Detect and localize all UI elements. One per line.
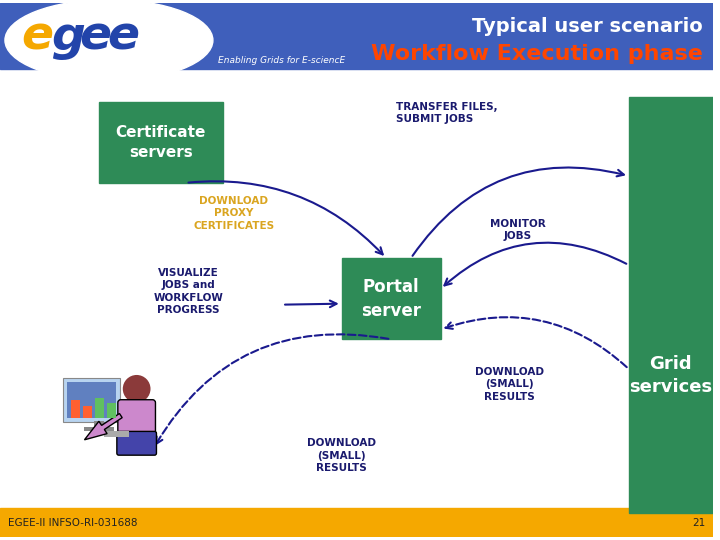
Bar (84, 406, 92, 417)
Text: DOWNLOAD
PROXY
CERTIFICATES: DOWNLOAD PROXY CERTIFICATES (193, 195, 274, 231)
Text: Typical user scenario: Typical user scenario (472, 17, 703, 36)
Bar (71, 400, 80, 417)
Bar (99, 102, 222, 183)
Ellipse shape (5, 0, 213, 81)
Text: 21: 21 (692, 517, 705, 528)
Text: e: e (107, 15, 139, 60)
Bar (104, 431, 129, 437)
Text: e: e (22, 15, 54, 60)
Text: e: e (79, 15, 111, 60)
Circle shape (123, 375, 150, 403)
Bar (0, 508, 713, 537)
Bar (94, 421, 104, 428)
Text: Enabling Grids for E-sciencE: Enabling Grids for E-sciencE (218, 56, 345, 65)
Text: Portal
server: Portal server (361, 278, 421, 320)
FancyBboxPatch shape (118, 400, 156, 440)
Text: Certificate
servers: Certificate servers (116, 125, 206, 160)
Bar (68, 382, 116, 417)
FancyBboxPatch shape (63, 378, 120, 422)
Bar (84, 428, 114, 431)
Text: Workflow Execution phase: Workflow Execution phase (372, 44, 703, 64)
Text: g: g (52, 15, 86, 60)
Text: EGEE-II INFSO-RI-031688: EGEE-II INFSO-RI-031688 (8, 517, 138, 528)
Text: Grid
services: Grid services (629, 355, 713, 396)
Bar (0, 3, 713, 69)
FancyArrow shape (84, 414, 122, 440)
Bar (341, 258, 441, 339)
Text: TRANSFER FILES,
SUBMIT JOBS: TRANSFER FILES, SUBMIT JOBS (396, 102, 498, 124)
Bar (629, 97, 713, 512)
FancyBboxPatch shape (117, 431, 156, 455)
Bar (107, 403, 116, 417)
Bar (95, 398, 104, 417)
Text: MONITOR
JOBS: MONITOR JOBS (490, 219, 546, 241)
Text: DOWNLOAD
(SMALL)
RESULTS: DOWNLOAD (SMALL) RESULTS (475, 367, 544, 402)
Text: VISUALIZE
JOBS and
WORKFLOW
PROGRESS: VISUALIZE JOBS and WORKFLOW PROGRESS (153, 268, 223, 315)
Text: DOWNLOAD
(SMALL)
RESULTS: DOWNLOAD (SMALL) RESULTS (307, 438, 376, 473)
